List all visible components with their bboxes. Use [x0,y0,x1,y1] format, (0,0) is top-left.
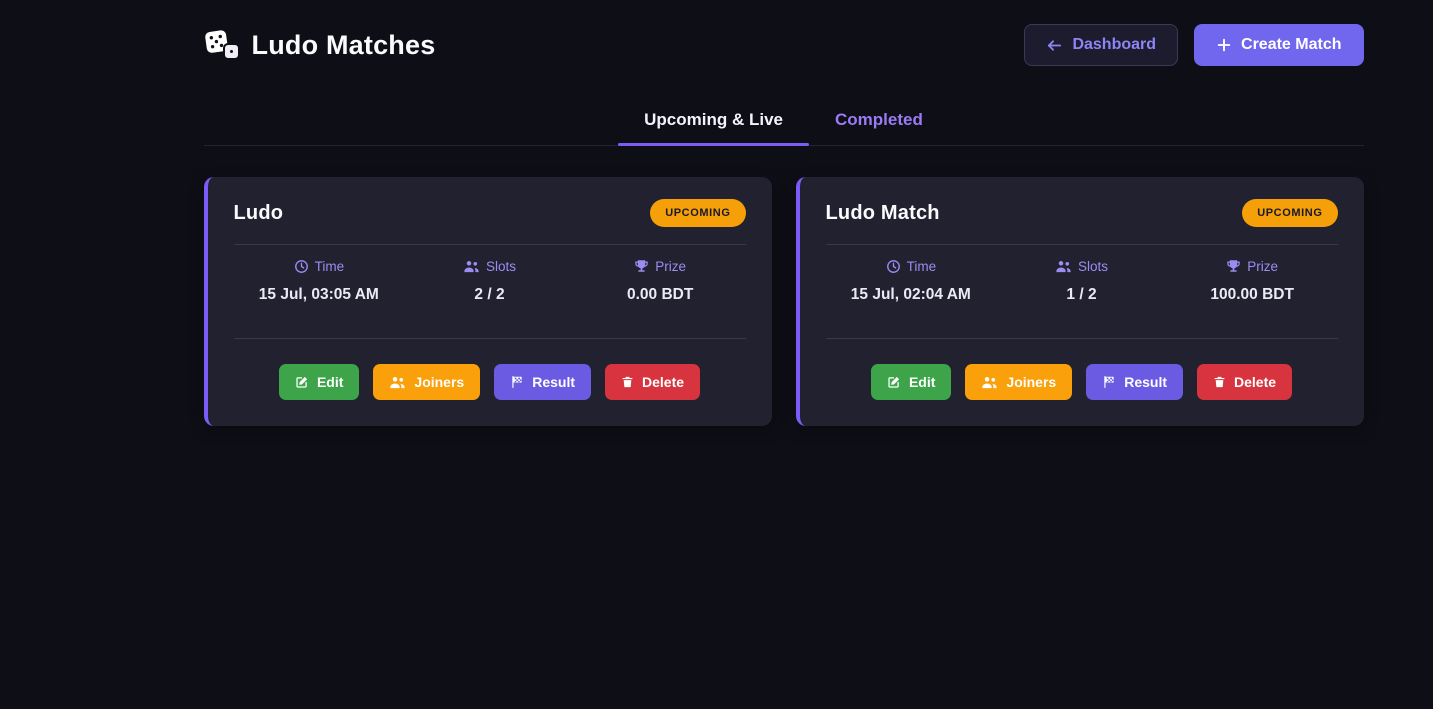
tab-bar: Upcoming & Live Completed [203,100,1364,146]
stat-slots-label: Slots [1077,259,1108,274]
delete-button-label: Delete [642,374,685,390]
header-actions: Dashboard Create Match [1024,24,1364,66]
trash-icon [621,375,634,389]
users-icon [463,259,480,274]
tab-upcoming-live[interactable]: Upcoming & Live [618,100,809,146]
dashboard-button-label: Dashboard [1072,36,1157,53]
delete-button[interactable]: Delete [605,364,701,400]
stat-slots: Slots 1 / 2 [996,259,1167,304]
edit-button-label: Edit [316,374,344,390]
users-icon [1055,259,1072,274]
result-button[interactable]: Result [1086,364,1184,400]
stat-time-value: 15 Jul, 03:05 AM [258,286,379,303]
create-match-button[interactable]: Create Match [1194,24,1364,66]
divider [825,338,1338,339]
page-title: Ludo Matches [251,29,436,60]
stat-slots-value: 2 / 2 [474,286,505,303]
match-card: Ludo UPCOMING Time [203,177,772,426]
stat-time-label: Time [906,259,937,274]
divider [233,338,746,339]
stat-slots-value: 1 / 2 [1066,286,1097,303]
status-badge: UPCOMING [1242,199,1338,227]
users-icon [389,375,406,390]
pen-square-icon [295,375,309,389]
stat-time-value: 15 Jul, 02:04 AM [850,286,971,303]
edit-button-label: Edit [908,374,936,390]
edit-button[interactable]: Edit [278,364,360,400]
match-actions: Edit Joiners [234,364,746,400]
result-button[interactable]: Result [494,364,592,400]
divider [825,244,1338,245]
dice-icon [204,29,242,61]
match-stats: Time 15 Jul, 03:05 AM [234,245,746,321]
stat-prize-label: Prize [655,259,687,274]
joiners-button-label: Joiners [1006,374,1057,390]
clock-icon [886,259,901,274]
stat-time: Time 15 Jul, 03:05 AM [234,259,405,304]
stat-time-label: Time [314,259,345,274]
users-icon [981,375,998,390]
match-stats: Time 15 Jul, 02:04 AM [826,245,1338,321]
dashboard-button[interactable]: Dashboard [1024,24,1179,66]
joiners-button[interactable]: Joiners [965,364,1073,400]
flag-checkered-icon [1102,375,1116,389]
main-area: Ludo Matches Dashboard [134,0,1433,426]
edit-button[interactable]: Edit [870,364,952,400]
delete-button-label: Delete [1234,374,1277,390]
match-actions: Edit Joiners [826,364,1338,400]
result-button-label: Result [532,374,576,390]
stat-prize-label: Prize [1247,259,1279,274]
stat-prize: Prize 100.00 BDT [1167,259,1338,304]
match-card: Ludo Match UPCOMING Time [795,177,1364,426]
stat-slots-label: Slots [485,259,516,274]
tab-completed[interactable]: Completed [809,100,949,145]
stat-time: Time 15 Jul, 02:04 AM [826,259,997,304]
stat-prize-value: 0.00 BDT [626,286,694,303]
trophy-icon [1226,259,1241,274]
trophy-icon [634,259,649,274]
create-match-button-label: Create Match [1241,36,1342,53]
pen-square-icon [887,375,901,389]
clock-icon [294,259,309,274]
flag-checkered-icon [510,375,524,389]
plus-icon [1216,37,1232,53]
brand: Ludo Matches [204,29,436,61]
delete-button[interactable]: Delete [1197,364,1293,400]
match-card-list: Ludo UPCOMING Time [203,177,1364,426]
page-header: Ludo Matches Dashboard [204,22,1364,68]
status-badge: UPCOMING [650,199,746,227]
result-button-label: Result [1124,374,1168,390]
stat-slots: Slots 2 / 2 [404,259,575,304]
stat-prize: Prize 0.00 BDT [575,259,746,304]
joiners-button[interactable]: Joiners [373,364,481,400]
joiners-button-label: Joiners [414,374,465,390]
stat-prize-value: 100.00 BDT [1210,286,1294,303]
arrow-left-icon [1046,37,1063,54]
match-title: Ludo Match [825,201,940,224]
match-title: Ludo [233,201,284,224]
divider [233,244,746,245]
trash-icon [1213,375,1226,389]
